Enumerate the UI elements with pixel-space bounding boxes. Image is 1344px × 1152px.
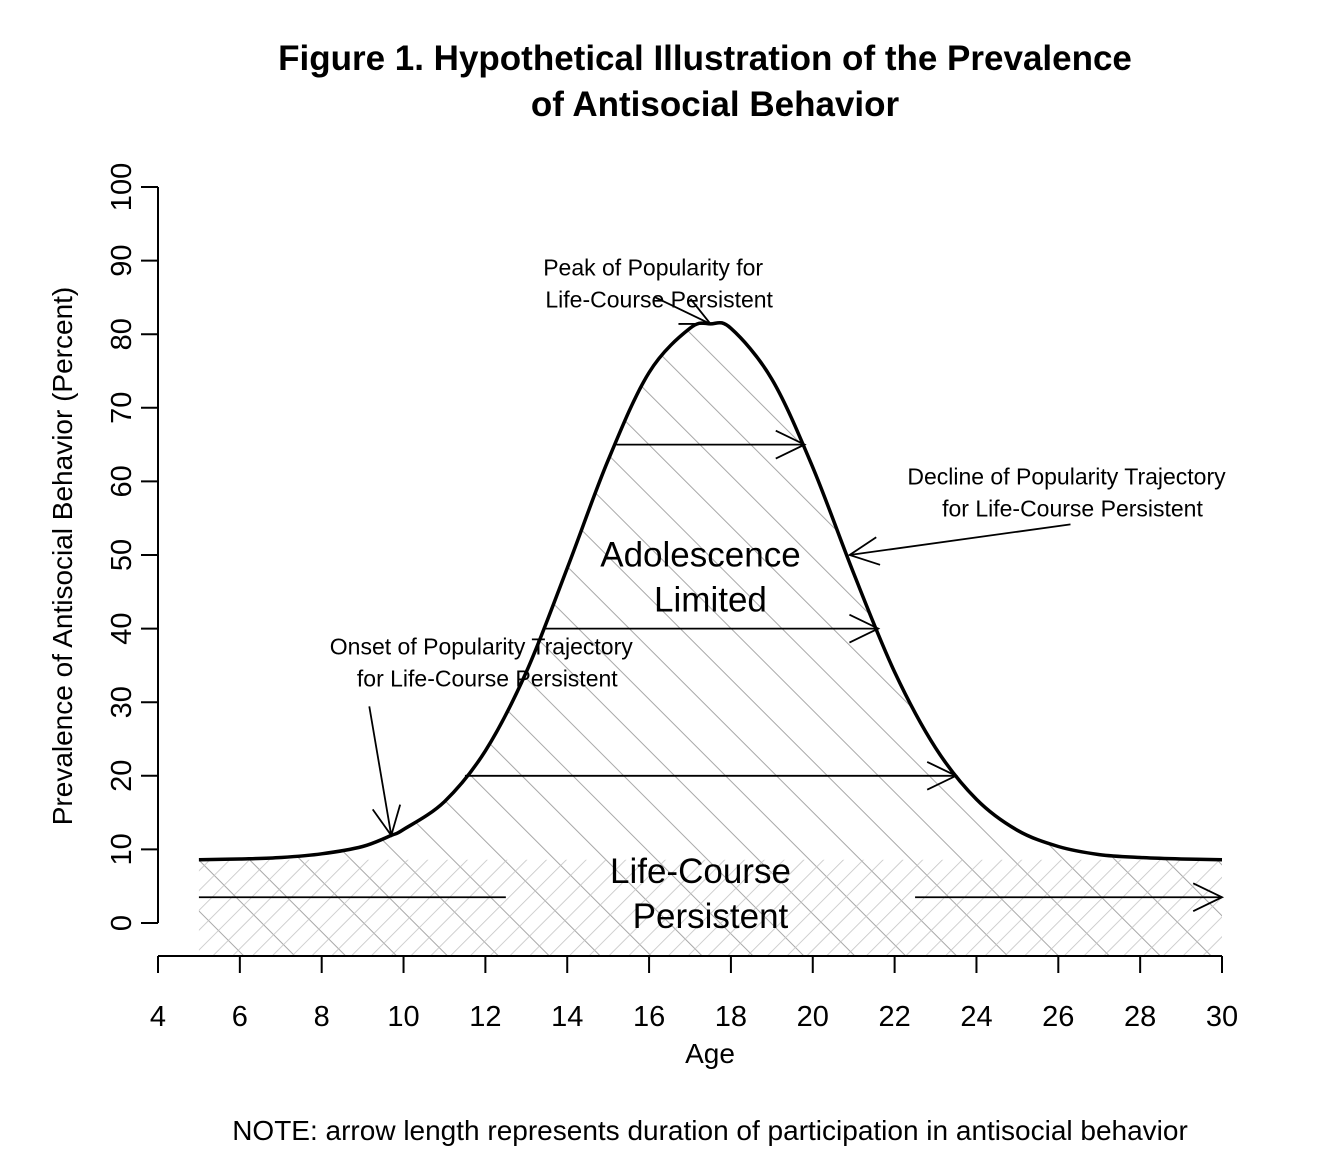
annotation-2-arrow [368, 706, 402, 838]
y-axis-label: Prevalence of Antisocial Behavior (Perce… [47, 287, 78, 826]
x-tick-label-14: 14 [551, 1001, 583, 1033]
x-tick-label-12: 12 [469, 1001, 501, 1033]
x-tick-label-28: 28 [1124, 1001, 1156, 1033]
y-tick-label-50: 50 [106, 539, 138, 571]
annotation-0-line-0: Peak of Popularity for [543, 254, 763, 280]
duration-arrows [198, 429, 1225, 912]
region-labels: Adolescence Limited Life-Course Persistent [600, 536, 800, 936]
x-axis-label: Age [685, 1038, 735, 1069]
x-tick-label-8: 8 [314, 1001, 330, 1033]
annotation-2-line-1: for Life-Course Persistent [357, 665, 618, 691]
axes: 0 10 20 30 40 50 60 70 80 90 100 4 6 8 10 12 14 16 18 20 22 2… [106, 163, 1238, 1033]
chart-note: NOTE: arrow length represents duration o… [232, 1115, 1188, 1146]
x-tick-label-18: 18 [715, 1001, 747, 1033]
y-tick-label-30: 30 [106, 686, 138, 718]
annotation-1-arrow [847, 523, 1071, 566]
chart-title-line-1: Figure 1. Hypothetical Illustration of t… [278, 39, 1132, 78]
annotation-1-arrow-shaft [849, 523, 1071, 556]
annotation-0-arrow-shaft [654, 296, 711, 325]
duration-arrow-4-head [1192, 882, 1225, 912]
region-label-1-line-0: Life-Course [610, 852, 791, 891]
y-tick-label-80: 80 [106, 318, 138, 350]
x-tick-label-6: 6 [232, 1001, 248, 1033]
x-tick-label-26: 26 [1042, 1001, 1074, 1033]
x-tick-label-4: 4 [150, 1001, 166, 1033]
x-tick-label-16: 16 [633, 1001, 665, 1033]
y-tick-label-20: 20 [106, 760, 138, 792]
annotation-1-line-0: Decline of Popularity Trajectory [907, 463, 1226, 489]
annotation-1-arrow-head [847, 536, 881, 566]
region-label-0-line-1: Limited [654, 581, 767, 620]
duration-arrow-4 [915, 882, 1225, 912]
annotation-2-line-0: Onset of Popularity Trajectory [330, 633, 633, 659]
x-tick-label-30: 30 [1206, 1001, 1238, 1033]
y-tick-label-40: 40 [106, 612, 138, 644]
duration-arrow-2 [464, 761, 959, 791]
duration-arrow-0-head [775, 429, 807, 460]
x-tick-label-24: 24 [960, 1001, 992, 1033]
y-tick-label-10: 10 [106, 833, 138, 865]
annotation-0-arrow [654, 296, 713, 325]
x-tick-label-20: 20 [797, 1001, 829, 1033]
annotation-0-arrow-head [678, 298, 713, 325]
annotation-1-line-1: for Life-Course Persistent [942, 495, 1203, 521]
annotation-2-arrow-head [371, 804, 402, 838]
region-label-1-line-1: Persistent [633, 897, 789, 936]
duration-arrow-0 [616, 429, 807, 460]
duration-arrow-1-head [849, 613, 881, 644]
y-tick-label-0: 0 [106, 915, 138, 931]
y-tick-label-100: 100 [106, 163, 138, 211]
y-tick-label-60: 60 [106, 465, 138, 497]
x-tick-label-10: 10 [387, 1001, 419, 1033]
y-tick-label-70: 70 [106, 392, 138, 424]
y-tick-label-90: 90 [106, 244, 138, 276]
region-label-0-line-0: Adolescence [600, 536, 800, 575]
annotation-2-arrow-shaft [368, 706, 393, 836]
duration-arrow-1 [542, 613, 881, 644]
chart-title-line-2: of Antisocial Behavior [531, 85, 900, 124]
x-tick-label-22: 22 [878, 1001, 910, 1033]
duration-arrow-2-head [926, 761, 959, 791]
